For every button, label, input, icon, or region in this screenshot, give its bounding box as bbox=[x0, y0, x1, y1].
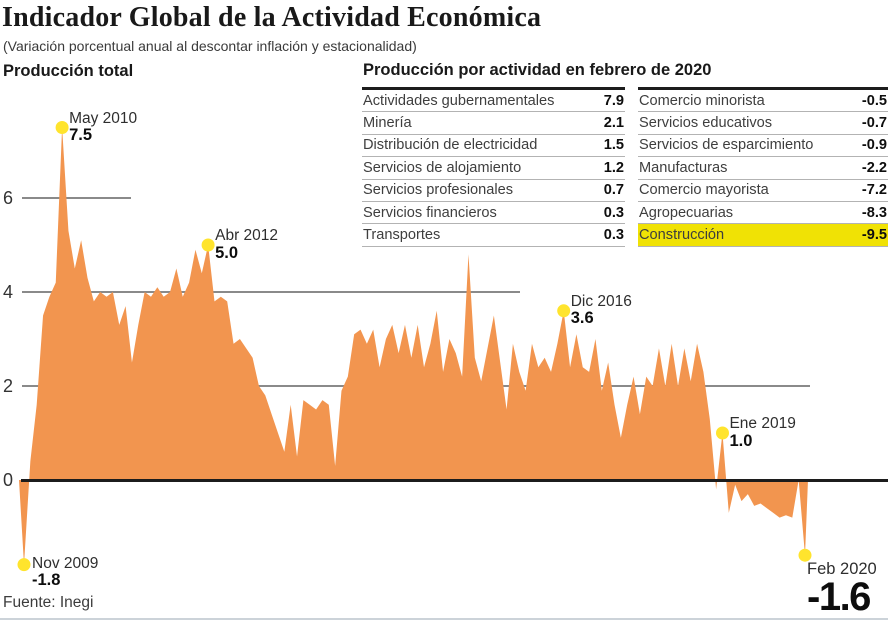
activity-value: 1.2 bbox=[603, 159, 624, 176]
activity-value: 7.9 bbox=[603, 92, 624, 109]
bottom-divider bbox=[0, 618, 888, 620]
data-point-marker bbox=[55, 121, 69, 134]
annotation-value: 7.5 bbox=[69, 126, 93, 144]
activity-label: Servicios educativos bbox=[639, 115, 773, 132]
activity-value: 0.7 bbox=[603, 182, 624, 199]
activity-label: Agropecuarias bbox=[639, 204, 734, 221]
activity-label: Construcción bbox=[639, 227, 725, 244]
activity-label: Comercio mayorista bbox=[639, 182, 769, 199]
activity-value: -0.9 bbox=[861, 137, 887, 154]
table-row-servicios-educativos: Servicios educativos -0.7 bbox=[638, 112, 888, 135]
table-row-distribución-de-electricidad: Distribución de electricidad 1.5 bbox=[362, 135, 625, 158]
table-row-servicios-financieros: Servicios financieros 0.3 bbox=[362, 202, 625, 225]
table-row-agropecuarias: Agropecuarias -8.3 bbox=[638, 202, 888, 225]
ytick-2: 2 bbox=[3, 376, 13, 396]
annotation-feb-2020: Feb 2020 -1.6 bbox=[807, 560, 877, 619]
annotation-date: Nov 2009 bbox=[32, 554, 99, 572]
table-row-comercio-mayorista: Comercio mayorista -7.2 bbox=[638, 180, 888, 202]
annotation-value: -1.6 bbox=[807, 574, 871, 619]
annotation-may-2010: May 2010 7.5 bbox=[69, 109, 138, 144]
data-point-marker bbox=[798, 548, 812, 562]
activity-label: Servicios de esparcimiento bbox=[639, 137, 814, 154]
table-title: Producción por actividad en febrero de 2… bbox=[363, 61, 712, 79]
table-row-minería: Minería 2.1 bbox=[362, 112, 625, 135]
activity-label: Servicios financieros bbox=[363, 204, 497, 221]
activity-value: -7.2 bbox=[861, 182, 887, 199]
annotation-date: Ene 2019 bbox=[729, 415, 796, 432]
activity-value: 0.3 bbox=[603, 204, 624, 221]
activity-label: Servicios de alojamiento bbox=[363, 159, 522, 176]
annotation-date: May 2010 bbox=[69, 109, 138, 127]
activity-value: 1.5 bbox=[603, 137, 624, 154]
page-subtitle: (Variación porcentual anual al descontar… bbox=[3, 38, 417, 54]
annotation-value: -1.8 bbox=[32, 571, 61, 590]
table-row-actividades-gubernamentales: Actividades gubernamentales 7.9 bbox=[362, 90, 625, 113]
activity-value: 2.1 bbox=[603, 115, 624, 132]
annotation-date: Dic 2016 bbox=[570, 292, 632, 310]
activity-value: -9.5 bbox=[861, 227, 887, 244]
annotation-date: Feb 2020 bbox=[807, 560, 877, 579]
table-row-manufacturas: Manufacturas -2.2 bbox=[638, 157, 888, 180]
activity-label: Actividades gubernamentales bbox=[363, 92, 555, 109]
activity-label: Distribución de electricidad bbox=[363, 137, 538, 154]
table-row-servicios-de-esparcimiento: Servicios de esparcimiento -0.9 bbox=[638, 135, 888, 158]
activity-value: -2.2 bbox=[861, 159, 887, 176]
activity-value: 0.3 bbox=[603, 227, 624, 244]
activity-value: -0.5 bbox=[861, 92, 887, 109]
table-row-transportes: Transportes 0.3 bbox=[362, 224, 625, 247]
marker-dots bbox=[17, 121, 812, 572]
ytick-0: 0 bbox=[3, 470, 13, 490]
table-column-right: Comercio minorista -0.5 Servicios educativ… bbox=[638, 87, 888, 247]
source-credit: Fuente: Inegi bbox=[3, 594, 94, 611]
annotation-date: Abr 2012 bbox=[215, 227, 279, 244]
activity-label: Transportes bbox=[363, 227, 441, 244]
activity-label: Manufacturas bbox=[639, 159, 728, 176]
activity-label: Servicios profesionales bbox=[363, 182, 514, 199]
data-point-marker bbox=[17, 558, 31, 572]
page-title: Indicador Global de la Actividad Económi… bbox=[2, 2, 542, 33]
activity-label: Comercio minorista bbox=[639, 92, 765, 109]
annotation-nov-2009: Nov 2009 -1.8 bbox=[32, 554, 99, 590]
chart-section-title: Producción total bbox=[3, 62, 134, 80]
annotation-ene-2019: Ene 2019 1.0 bbox=[729, 415, 796, 450]
activity-value: -0.7 bbox=[861, 115, 887, 132]
y-axis-tick-labels: 0 2 4 6 bbox=[3, 188, 13, 490]
ytick-6: 6 bbox=[3, 188, 13, 208]
data-point-marker bbox=[716, 426, 729, 440]
annotation-value: 3.6 bbox=[570, 309, 594, 328]
activity-value: -8.3 bbox=[861, 204, 887, 221]
activity-table: Producción por actividad en febrero de 2… bbox=[362, 61, 888, 247]
annotation-value: 5.0 bbox=[215, 243, 239, 262]
data-point-marker bbox=[557, 304, 571, 318]
table-row-servicios-de-alojamiento: Servicios de alojamiento 1.2 bbox=[362, 157, 625, 180]
data-point-marker bbox=[201, 238, 215, 252]
table-row-construcción: Construcción -9.5 bbox=[638, 224, 888, 247]
activity-label: Minería bbox=[363, 115, 412, 132]
ytick-4: 4 bbox=[3, 282, 13, 302]
area-series bbox=[19, 127, 808, 565]
annotation-abr-2012: Abr 2012 5.0 bbox=[215, 227, 279, 262]
annotation-value: 1.0 bbox=[729, 431, 753, 450]
annotation-dic-2016: Dic 2016 3.6 bbox=[570, 292, 632, 328]
table-row-servicios-profesionales: Servicios profesionales 0.7 bbox=[362, 180, 625, 202]
table-columns: Actividades gubernamentales 7.9 Minería 2.1… bbox=[362, 87, 888, 247]
table-row-comercio-minorista: Comercio minorista -0.5 bbox=[638, 90, 888, 113]
table-column-left: Actividades gubernamentales 7.9 Minería 2.1… bbox=[362, 87, 625, 247]
